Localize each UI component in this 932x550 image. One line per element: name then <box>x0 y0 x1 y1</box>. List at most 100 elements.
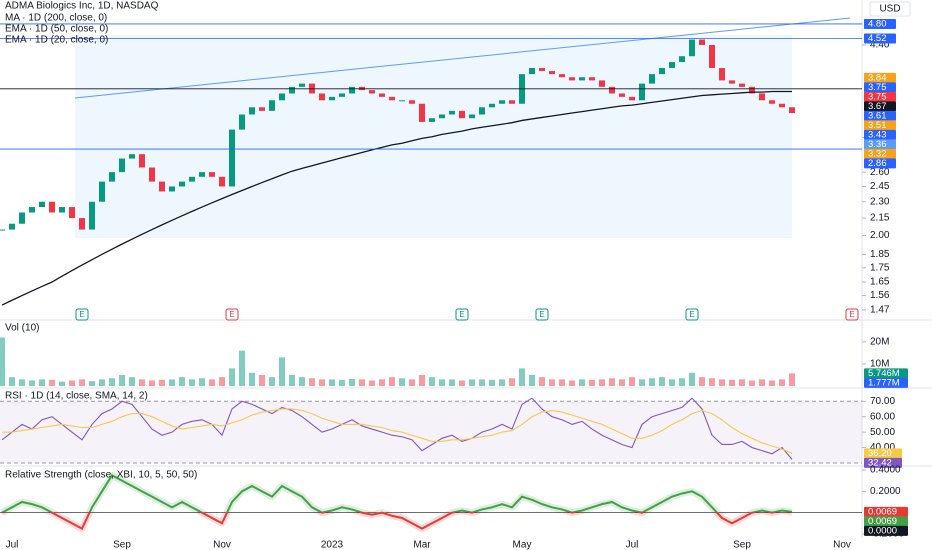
volume-bar <box>429 377 435 386</box>
volume-bar <box>159 379 165 386</box>
volume-bar <box>419 374 425 386</box>
volume-bar <box>409 379 415 386</box>
candle <box>669 62 675 69</box>
panel-title: Vol (10) <box>5 323 39 334</box>
x-tick-label: Nov <box>213 540 231 550</box>
candle <box>569 77 575 81</box>
candle <box>699 39 705 45</box>
candle <box>159 181 165 192</box>
candle <box>19 212 25 224</box>
candle <box>239 114 245 130</box>
volume-bar <box>669 379 675 386</box>
volume-bar <box>329 379 335 386</box>
candle <box>129 154 135 159</box>
candle <box>349 86 355 94</box>
candle <box>479 107 485 115</box>
volume-bar <box>99 379 105 386</box>
volume-bar <box>239 350 245 386</box>
y-tick-label: 60.00 <box>870 411 895 422</box>
candle <box>419 103 425 122</box>
panel-title: Relative Strength (close, XBI, 10, 5, 50… <box>5 470 197 481</box>
volume-bar <box>709 378 715 386</box>
candle <box>99 181 105 202</box>
candle <box>189 176 195 182</box>
volume-bar <box>719 379 725 386</box>
earnings-marker <box>455 308 469 321</box>
candle <box>389 96 395 101</box>
volume-bar <box>339 379 345 386</box>
y-tick-label: 70.00 <box>870 396 895 407</box>
rsi-line <box>1 397 793 460</box>
volume-bar <box>109 378 115 386</box>
legend-entry: MA · 1D (200, close, 0) <box>5 13 107 24</box>
y-tick-label: 2.45 <box>870 181 890 192</box>
price-tag <box>864 525 908 536</box>
y-tick-label: 1.85 <box>870 249 890 260</box>
candle <box>299 83 305 87</box>
volume-bar <box>349 378 355 386</box>
price-tag-label: 1.777M <box>868 377 900 388</box>
x-tick-label: Sep <box>113 540 131 550</box>
candle <box>209 172 215 177</box>
price-tag <box>864 506 908 517</box>
volume-bar <box>29 380 35 386</box>
price-tag-label: 0.0069 <box>868 506 897 517</box>
price-tag <box>864 82 896 93</box>
volume-bar <box>69 380 75 386</box>
volume-bar <box>189 379 195 386</box>
volume-bar <box>579 379 585 386</box>
volume-bar <box>489 379 495 386</box>
price-tag-label: 5.746M <box>868 368 900 379</box>
price-tag <box>864 148 896 159</box>
volume-bar <box>9 377 15 386</box>
candle <box>249 107 255 115</box>
x-tick-label: Jul <box>6 540 19 550</box>
candle <box>449 110 455 115</box>
price-tag <box>864 129 896 140</box>
candle <box>179 181 185 187</box>
volume-bar <box>439 379 445 386</box>
y-tick-label: 1.65 <box>870 277 890 288</box>
volume-bar <box>279 357 285 386</box>
volume-bar <box>589 379 595 386</box>
volume-bar <box>749 380 755 386</box>
volume-bar <box>129 377 135 386</box>
currency[interactable]: USD <box>879 4 900 15</box>
price-tag <box>864 18 896 29</box>
price-tag <box>864 110 896 121</box>
volume-bar <box>139 379 145 386</box>
candle <box>219 176 225 187</box>
volume-bar <box>289 374 295 386</box>
volume-bar <box>599 379 605 386</box>
y-tick-label: 0.4000 <box>870 465 901 476</box>
candle <box>489 103 495 108</box>
chart-layer: 1.47 1.56 1.65 1.75 1.85 2.00 2.15 2.30 2.45 2.60… <box>0 18 908 550</box>
volume-bar <box>89 381 95 386</box>
candle <box>89 201 95 230</box>
price-tag-label: 3.75 <box>868 82 887 93</box>
volume-bar <box>619 379 625 386</box>
currency-box[interactable] <box>869 1 911 17</box>
volume-bar <box>569 380 575 386</box>
price-tag-label: 3.36 <box>868 139 887 150</box>
earnings-marker <box>225 308 239 321</box>
earnings-marker <box>535 308 549 321</box>
candle <box>169 186 175 192</box>
rs-line <box>1 474 793 512</box>
y-tick-label: 0.2000 <box>870 486 901 497</box>
candle <box>369 90 375 94</box>
candle <box>689 39 695 57</box>
candle <box>259 107 265 111</box>
candle <box>149 167 155 182</box>
chart-title: ADMA Biologics Inc, 1D, NASDAQ <box>5 1 159 12</box>
volume-bar <box>629 377 635 386</box>
x-tick-label: Mar <box>413 540 431 550</box>
volume-bar <box>559 379 565 386</box>
candle <box>199 172 205 177</box>
candle <box>439 114 445 119</box>
volume-bar <box>259 374 265 386</box>
candle <box>229 129 235 187</box>
volume-bar <box>459 380 465 386</box>
candle <box>549 71 555 75</box>
price-tag <box>864 377 908 388</box>
